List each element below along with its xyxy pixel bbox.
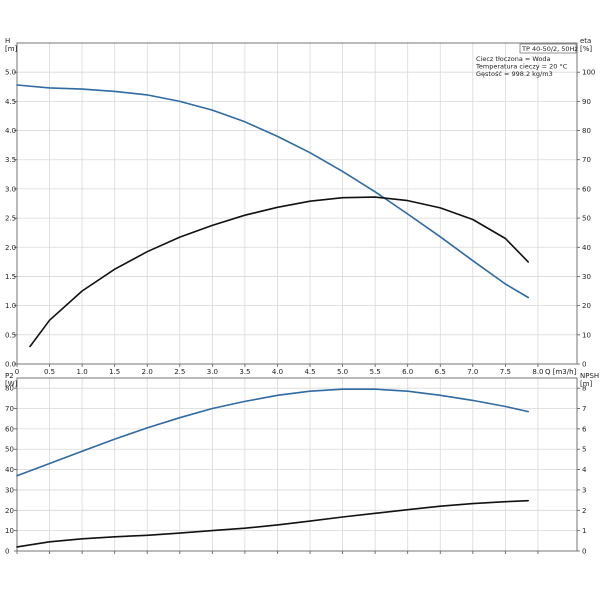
bottom-series-1-line	[16, 499, 529, 548]
top-right-tick-label: 40	[582, 244, 591, 252]
bottom-right-tick-label: 6	[582, 425, 587, 433]
top-right-tick-label: 0	[582, 361, 586, 369]
x-axis-label: Q [m3/h]	[545, 368, 577, 376]
x-tick-label: 4.5	[304, 368, 315, 376]
top-left-tick-label: 4.0	[5, 127, 16, 135]
top-left-tick-label: 0.5	[5, 331, 16, 339]
x-tick-label: 7.5	[500, 368, 511, 376]
top-left-tick-label: 0.0	[5, 361, 16, 369]
bottom-left-tick-label: 50	[5, 446, 14, 454]
top-right-tick-label: 20	[582, 302, 591, 310]
bottom-series-0-line	[16, 388, 529, 477]
info-title: TP 40-50/2, 50Hz	[521, 45, 578, 53]
top-right-tick-label: 10	[582, 331, 591, 339]
top-left-tick-label: 2.5	[5, 215, 16, 223]
top-left-tick-label: 3.5	[5, 156, 16, 164]
bottom-left-axis-unit: [W]	[5, 380, 18, 388]
bottom-right-axis-unit: [m]	[580, 380, 593, 388]
bottom-left-tick-label: 0	[5, 548, 9, 556]
top-left-tick-label: 4.5	[5, 98, 16, 106]
x-tick-label: 3.0	[207, 368, 218, 376]
bottom-right-axis-label: NPSH	[580, 372, 599, 380]
top-right-tick-label: 100	[582, 69, 595, 77]
x-tick-label: 0.5	[44, 368, 55, 376]
bottom-left-tick-label: 70	[5, 405, 14, 413]
x-tick-label: 4.0	[272, 368, 283, 376]
bottom-right-tick-label: 0	[582, 548, 586, 556]
bottom-left-tick-label: 60	[5, 425, 14, 433]
top-left-tick-label: 5.0	[5, 69, 16, 77]
bottom-right-tick-label: 8	[582, 385, 586, 393]
x-tick-label: 5.0	[337, 368, 348, 376]
bottom-right-tick-label: 7	[582, 405, 586, 413]
x-tick-label: 8.0	[532, 368, 543, 376]
top-plot-frame	[16, 42, 578, 365]
bottom-right-tick-label: 5	[582, 446, 586, 454]
top-right-tick-label: 50	[582, 215, 591, 223]
bottom-left-tick-label: 40	[5, 466, 14, 474]
top-series-0-line	[16, 84, 529, 299]
bottom-left-tick-label: 20	[5, 507, 14, 515]
info-line: Temperatura cieczy = 20 °C	[475, 63, 568, 71]
x-tick-label: 2.5	[174, 368, 185, 376]
bottom-right-tick-label: 3	[582, 486, 586, 494]
top-right-tick-label: 90	[582, 98, 591, 106]
bottom-left-axis-label: P2	[5, 372, 14, 380]
top-left-tick-label: 1.0	[5, 302, 16, 310]
x-tick-label: 6.5	[435, 368, 446, 376]
top-right-tick-label: 60	[582, 185, 591, 193]
x-tick-label: 7.0	[467, 368, 478, 376]
x-tick-label: 5.5	[370, 368, 381, 376]
x-tick-label: 0	[15, 368, 19, 376]
info-line: Ciecz tłoczona = Woda	[476, 55, 551, 63]
bottom-right-tick-label: 4	[582, 466, 587, 474]
bottom-plot-frame	[16, 377, 578, 552]
bottom-left-tick-label: 30	[5, 486, 14, 494]
top-right-tick-label: 30	[582, 273, 591, 281]
top-left-tick-label: 1.5	[5, 273, 16, 281]
info-title-box	[519, 43, 577, 54]
bottom-right-tick-label: 2	[582, 507, 586, 515]
x-tick-label: 6.0	[402, 368, 413, 376]
x-tick-label: 2.0	[142, 368, 153, 376]
bottom-right-tick-label: 1	[582, 527, 586, 535]
top-series-1-line	[29, 196, 529, 348]
top-left-axis-unit: [m]	[5, 45, 18, 53]
x-tick-label: 1.5	[109, 368, 120, 376]
x-tick-label: 3.5	[239, 368, 250, 376]
info-line: Gęstość = 998.2 kg/m3	[476, 70, 553, 78]
top-right-axis-label: eta	[580, 37, 591, 45]
top-left-tick-label: 2.0	[5, 244, 16, 252]
bottom-left-tick-label: 10	[5, 527, 14, 535]
bottom-left-tick-label: 80	[5, 385, 14, 393]
top-right-axis-unit: [%]	[580, 45, 592, 53]
top-right-tick-label: 80	[582, 127, 591, 135]
top-left-tick-label: 3.0	[5, 185, 16, 193]
x-tick-label: 1.0	[77, 368, 88, 376]
top-left-axis-label: H	[5, 37, 10, 45]
top-right-tick-label: 70	[582, 156, 591, 164]
